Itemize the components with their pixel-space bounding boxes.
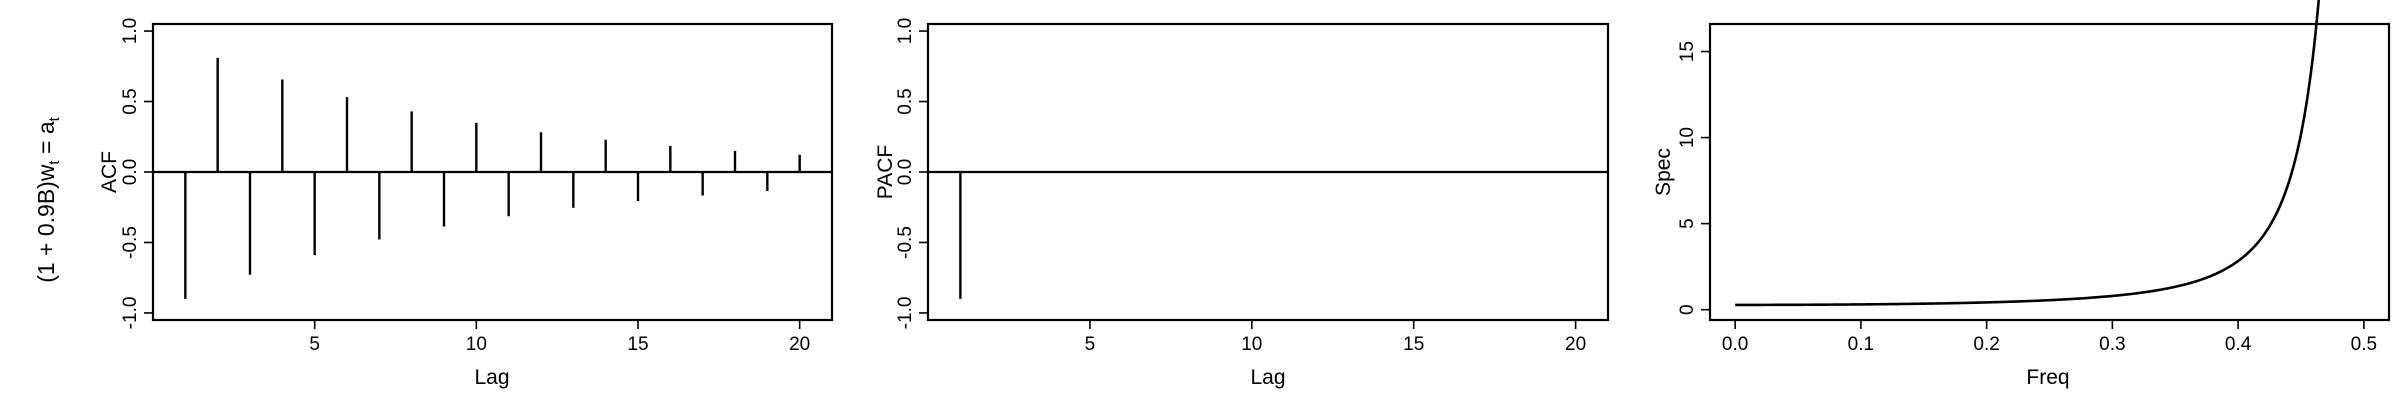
acf-y-tick-label: 1.0: [120, 18, 141, 44]
acf-x-tick-label: 15: [627, 334, 648, 355]
spectrum-x-tick-label: 0.5: [2351, 334, 2377, 355]
pacf-y-tick-label: -0.5: [895, 226, 916, 259]
spectrum-x-tick-label: 0.4: [2225, 334, 2252, 355]
spectrum-plot-frame: [1708, 22, 2391, 322]
acf-x-tick-label: 10: [466, 334, 487, 355]
acf-y-tick-label: -1.0: [120, 297, 141, 330]
spectrum-y-tick-label: 0: [1677, 304, 1698, 315]
acf-x-axis-label: Lag: [474, 366, 509, 389]
spectrum-x-ticks: 0.0 0.1 0.2 0.3 0.4 0.5: [1722, 320, 2377, 355]
pacf-y-axis-label: PACF: [874, 145, 897, 199]
spectrum-x-tick-label: 0.0: [1722, 334, 1748, 355]
spectrum-x-tick-label: 0.2: [1973, 334, 1999, 355]
pacf-y-ticks: -1.0 -0.5 0.0 0.5 1.0: [895, 18, 928, 329]
acf-x-tick-label: 20: [789, 334, 810, 355]
row-label-sub: t: [46, 160, 63, 165]
acf-x-ticks: 5 10 15 20: [309, 320, 810, 355]
pacf-panel: 5 10 15 20 -1.0 -0.5 0.0 0.5 1.0 Lag PACF: [874, 18, 1610, 389]
pacf-y-tick-label: 0.0: [895, 159, 916, 185]
spectrum-panel: 0.0 0.1 0.2 0.3 0.4 0.5 0 5 10 15 Freq Spec: [1652, 0, 2391, 389]
row-label: (1 + 0.9B)wt = at: [33, 116, 63, 282]
row-label-eq: = a: [33, 121, 59, 160]
acf-y-tick-label: -0.5: [120, 226, 141, 259]
acf-panel: 5 10 15 20 -1.0 -0.5 0.0 0.5 1.0 Lag ACF: [98, 18, 834, 389]
spectrum-x-axis-label: Freq: [2026, 366, 2069, 389]
pacf-x-tick-label: 10: [1241, 334, 1262, 355]
row-label-main: (1 + 0.9B)w: [33, 164, 59, 283]
acf-y-axis-label: ACF: [98, 151, 121, 193]
pacf-y-tick-label: 0.5: [895, 88, 916, 114]
pacf-x-tick-label: 5: [1085, 334, 1096, 355]
row-label-sub2: t: [46, 116, 63, 121]
pacf-x-ticks: 5 10 15 20: [1085, 320, 1586, 355]
spectrum-y-tick-label: 15: [1677, 41, 1698, 62]
spectrum-y-axis-label: Spec: [1652, 148, 1675, 196]
svg-text:(1 + 0.9B)wt = at: (1 + 0.9B)wt = at: [33, 116, 63, 282]
acf-y-tick-label: 0.5: [120, 88, 141, 114]
acf-y-ticks: -1.0 -0.5 0.0 0.5 1.0: [120, 18, 153, 329]
acf-y-tick-label: 0.0: [120, 159, 141, 185]
spectrum-y-tick-label: 10: [1677, 127, 1698, 148]
pacf-x-axis-label: Lag: [1250, 366, 1285, 389]
pacf-x-tick-label: 15: [1403, 334, 1424, 355]
spectrum-y-tick-label: 5: [1677, 218, 1698, 229]
spectrum-x-tick-label: 0.3: [2099, 334, 2125, 355]
pacf-y-tick-label: 1.0: [895, 18, 916, 44]
spectrum-x-tick-label: 0.1: [1848, 334, 1874, 355]
acf-spikes: [184, 57, 801, 299]
acf-x-tick-label: 5: [309, 334, 320, 355]
spectrum-curve: [1735, 0, 2321, 307]
spectrum-y-ticks: 0 5 10 15: [1677, 41, 1710, 315]
pacf-x-tick-label: 20: [1565, 334, 1586, 355]
pacf-y-tick-label: -1.0: [895, 297, 916, 330]
